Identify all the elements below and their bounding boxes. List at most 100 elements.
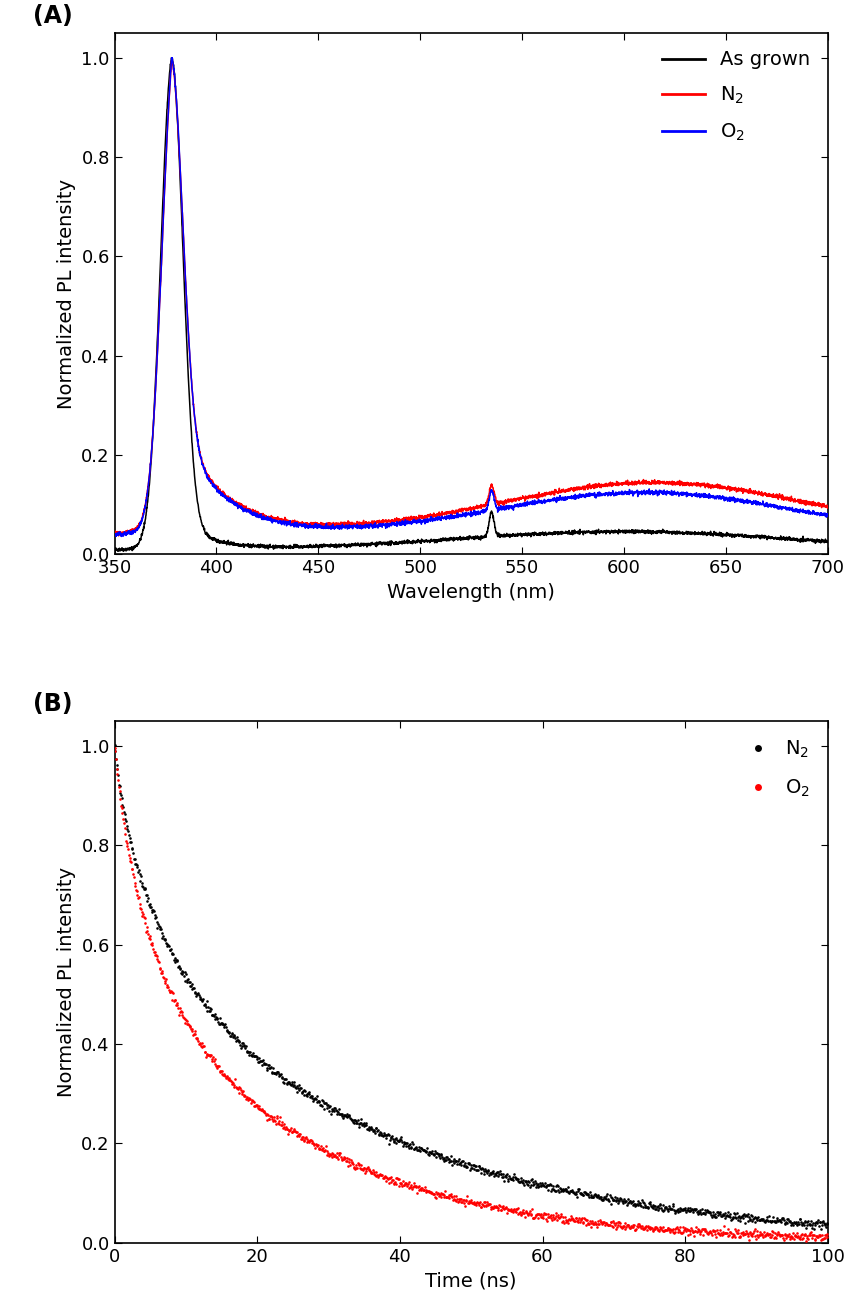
Point — [771, 1208, 784, 1230]
Point — [414, 1178, 428, 1199]
Point — [135, 901, 149, 922]
Point — [449, 1151, 463, 1172]
Point — [704, 1202, 717, 1223]
Point — [745, 1205, 758, 1226]
Point — [804, 1222, 818, 1243]
Point — [158, 928, 171, 949]
Point — [516, 1203, 530, 1224]
Point — [549, 1205, 563, 1226]
Point — [401, 1135, 414, 1156]
Point — [678, 1219, 691, 1240]
Point — [509, 1199, 522, 1220]
Point — [401, 1176, 414, 1197]
Point — [229, 1076, 243, 1097]
Point — [492, 1164, 506, 1185]
Point — [312, 1090, 326, 1111]
Point — [787, 1211, 801, 1232]
Point — [624, 1218, 638, 1239]
Point — [243, 1041, 256, 1063]
Point — [534, 1203, 548, 1224]
Point — [748, 1219, 762, 1240]
Point — [137, 903, 150, 924]
Point — [754, 1224, 767, 1245]
Point — [478, 1159, 492, 1180]
Point — [405, 1174, 419, 1195]
Point — [127, 843, 140, 864]
Point — [695, 1198, 709, 1219]
Point — [503, 1165, 516, 1186]
Point — [357, 1157, 370, 1178]
Point — [673, 1216, 687, 1237]
Point — [779, 1224, 792, 1245]
Point — [663, 1219, 677, 1240]
Point — [184, 1018, 198, 1039]
Point — [248, 1045, 261, 1066]
Point — [351, 1152, 365, 1173]
Point — [423, 1144, 436, 1165]
Point — [557, 1211, 571, 1232]
Point — [663, 1197, 677, 1218]
Point — [413, 1139, 426, 1160]
Point — [192, 985, 205, 1006]
Point — [510, 1199, 524, 1220]
Point — [312, 1091, 325, 1112]
Point — [402, 1177, 415, 1198]
Point — [674, 1198, 688, 1219]
Point — [324, 1147, 338, 1168]
Point — [479, 1194, 492, 1215]
Point — [754, 1222, 767, 1243]
Point — [227, 1027, 240, 1048]
Point — [482, 1194, 496, 1215]
Point — [680, 1219, 694, 1240]
Point — [333, 1144, 346, 1165]
Point — [489, 1162, 503, 1184]
Point — [361, 1119, 374, 1140]
Point — [190, 1028, 204, 1049]
Point — [747, 1220, 761, 1241]
Point — [664, 1222, 678, 1243]
Point — [595, 1189, 609, 1210]
Point — [227, 1026, 240, 1047]
Point — [573, 1182, 587, 1203]
Point — [706, 1201, 719, 1222]
Point — [196, 989, 210, 1010]
Point — [568, 1211, 582, 1232]
Point — [531, 1203, 544, 1224]
Point — [700, 1220, 713, 1241]
Point — [265, 1063, 278, 1084]
Point — [234, 1038, 248, 1059]
Point — [755, 1223, 768, 1244]
Point — [220, 1019, 233, 1040]
Point — [694, 1222, 707, 1243]
Point — [316, 1140, 329, 1161]
Point — [430, 1143, 444, 1164]
Point — [431, 1182, 445, 1203]
Point — [114, 788, 127, 809]
Point — [388, 1172, 402, 1193]
Point — [233, 1077, 247, 1098]
Point — [542, 1207, 555, 1228]
Point — [582, 1186, 596, 1207]
Point — [165, 981, 178, 1002]
Point — [454, 1155, 468, 1176]
Point — [320, 1141, 334, 1162]
Point — [661, 1201, 675, 1222]
Point — [124, 851, 138, 872]
Point — [647, 1219, 661, 1240]
Point — [572, 1207, 586, 1228]
Point — [638, 1219, 651, 1240]
Point — [772, 1210, 785, 1231]
Point — [193, 989, 206, 1010]
Point — [756, 1208, 770, 1230]
Point — [703, 1220, 717, 1241]
Point — [426, 1144, 440, 1165]
Point — [368, 1123, 382, 1144]
Point — [321, 1095, 335, 1116]
Point — [520, 1173, 534, 1194]
Point — [306, 1090, 320, 1111]
Point — [710, 1219, 723, 1240]
Point — [249, 1095, 262, 1116]
Point — [581, 1214, 594, 1235]
Point — [294, 1128, 307, 1149]
Point — [469, 1160, 482, 1181]
